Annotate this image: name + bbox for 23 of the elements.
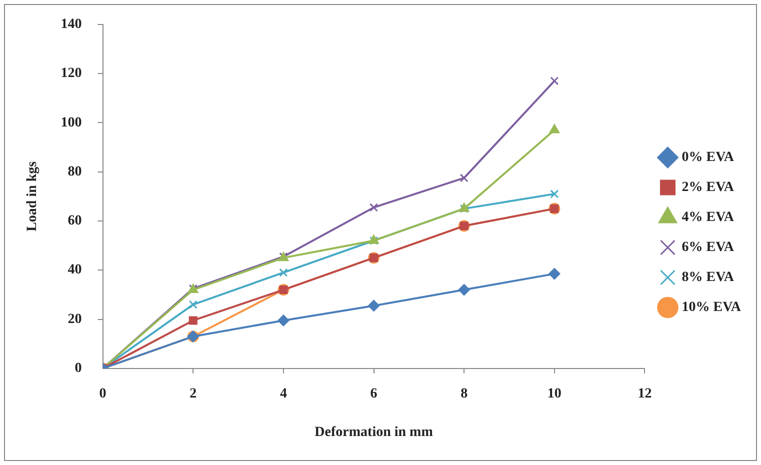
x-tick-label: 8 bbox=[460, 386, 468, 402]
y-tick-label: 120 bbox=[60, 66, 82, 82]
y-axis-title: Load in kgs bbox=[25, 160, 40, 232]
y-tick-label: 40 bbox=[68, 262, 82, 278]
x-tick-label: 2 bbox=[190, 386, 197, 402]
x-tick-label: 4 bbox=[280, 386, 287, 402]
y-tick-label: 0 bbox=[74, 361, 82, 376]
legend-label: 2% EVA bbox=[682, 180, 735, 196]
legend-label: 4% EVA bbox=[682, 210, 735, 226]
x-axis-title: Deformation in mm bbox=[314, 425, 434, 440]
legend-label: 10% EVA bbox=[682, 300, 742, 316]
legend-label: 6% EVA bbox=[682, 240, 735, 256]
x-tick-label: 10 bbox=[547, 386, 562, 402]
y-tick-label: 140 bbox=[60, 17, 82, 32]
x-tick-label: 0 bbox=[99, 386, 106, 402]
y-tick-label: 80 bbox=[68, 164, 82, 180]
y-tick-label: 60 bbox=[68, 214, 82, 229]
y-tick-label: 100 bbox=[60, 115, 82, 130]
x-tick-label: 12 bbox=[638, 386, 652, 402]
legend-label: 8% EVA bbox=[682, 270, 735, 286]
y-tick-label: 20 bbox=[68, 312, 82, 327]
x-tick-label: 6 bbox=[370, 386, 378, 402]
legend-label: 0% EVA bbox=[682, 150, 735, 166]
